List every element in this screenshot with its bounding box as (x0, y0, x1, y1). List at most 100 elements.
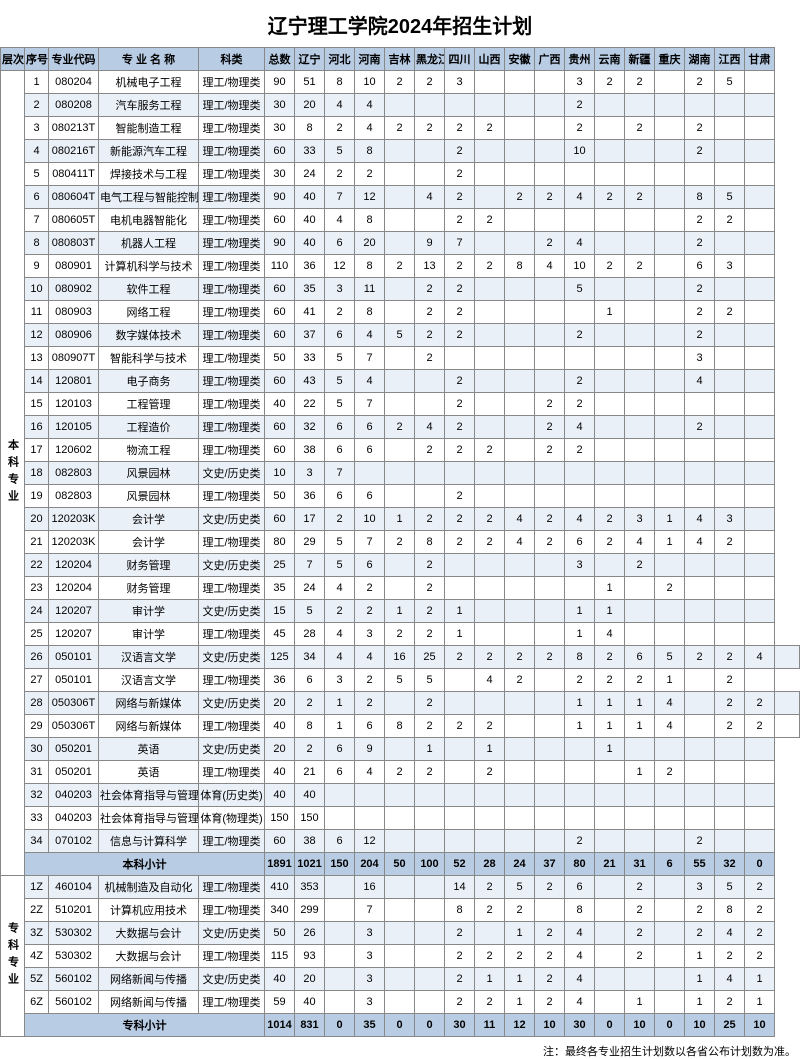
cell (535, 830, 565, 853)
cell: 2 (745, 876, 775, 899)
footnote: 注：最终各专业招生计划数以各省公布计划数为准。 (0, 1037, 800, 1059)
cell: 1 (595, 692, 625, 715)
cell: 2 (415, 600, 445, 623)
cell (325, 945, 355, 968)
cell (595, 876, 625, 899)
subtotal-cell: 1891 (265, 853, 295, 876)
cell (655, 922, 685, 945)
cell (625, 830, 655, 853)
cell: 理工/物理类 (199, 232, 265, 255)
col-header: 层次 (1, 48, 25, 71)
cell: 4 (325, 94, 355, 117)
cell: 3 (445, 71, 475, 94)
cell: 080604T (49, 186, 99, 209)
cell: 51 (295, 71, 325, 94)
cell (595, 761, 625, 784)
cell (385, 830, 415, 853)
cell (625, 209, 655, 232)
cell: 2 (535, 508, 565, 531)
cell: 41 (295, 301, 325, 324)
cell: 38 (295, 439, 325, 462)
cell: 7 (355, 393, 385, 416)
cell: 5 (325, 531, 355, 554)
cell: 2 (355, 692, 385, 715)
cell (415, 876, 445, 899)
cell (625, 600, 655, 623)
cell (385, 968, 415, 991)
cell: 1 (505, 991, 535, 1014)
cell (625, 393, 655, 416)
cell: 080906 (49, 324, 99, 347)
cell: 3 (295, 462, 325, 485)
cell: 8 (355, 140, 385, 163)
table-row: 6080604T电气工程与智能控制理工/物理类9040712422242285 (1, 186, 800, 209)
cell (685, 485, 715, 508)
cell (475, 554, 505, 577)
cell: 2 (715, 669, 745, 692)
cell: 4 (685, 508, 715, 531)
cell (745, 140, 775, 163)
cell: 理工/物理类 (199, 117, 265, 140)
cell: 2 (475, 945, 505, 968)
cell: 4 (655, 715, 685, 738)
col-header: 四川 (445, 48, 475, 71)
cell: 2 (445, 508, 475, 531)
cell (505, 393, 535, 416)
cell (685, 807, 715, 830)
cell: 2 (595, 531, 625, 554)
cell: 5 (325, 370, 355, 393)
cell: 机械制造及自动化 (99, 876, 199, 899)
cell: 2 (565, 669, 595, 692)
cell: 150 (295, 807, 325, 830)
cell: 数字媒体技术 (99, 324, 199, 347)
cell: 理工/物理类 (199, 416, 265, 439)
cell (625, 301, 655, 324)
cell: 6 (325, 232, 355, 255)
cell: 1 (445, 600, 475, 623)
cell (445, 761, 475, 784)
cell: 2 (415, 623, 445, 646)
cell: 软件工程 (99, 278, 199, 301)
cell: 080902 (49, 278, 99, 301)
table-row: 15120103工程管理理工/物理类402257222 (1, 393, 800, 416)
cell: 3 (715, 255, 745, 278)
cell: 8 (355, 209, 385, 232)
cell: 14 (25, 370, 49, 393)
cell: 40 (265, 393, 295, 416)
cell: 2 (475, 761, 505, 784)
cell: 080216T (49, 140, 99, 163)
cell: 080903 (49, 301, 99, 324)
cell (595, 140, 625, 163)
cell (415, 370, 445, 393)
cell: 2 (625, 922, 655, 945)
cell: 1Z (25, 876, 49, 899)
cell (415, 485, 445, 508)
cell: 3 (355, 623, 385, 646)
cell: 2 (445, 646, 475, 669)
cell (625, 163, 655, 186)
cell: 3 (355, 945, 385, 968)
cell: 4 (25, 140, 49, 163)
subtotal-cell: 0 (745, 853, 775, 876)
cell (475, 370, 505, 393)
cell: 30 (265, 163, 295, 186)
cell (655, 623, 685, 646)
cell: 4 (565, 232, 595, 255)
cell (385, 554, 415, 577)
cell: 5 (655, 646, 685, 669)
cell (325, 784, 355, 807)
cell: 10 (265, 462, 295, 485)
cell: 1 (385, 508, 415, 531)
cell (715, 117, 745, 140)
cell: 90 (265, 71, 295, 94)
subtotal-cell: 0 (655, 1014, 685, 1037)
cell: 2 (565, 117, 595, 140)
cell: 7 (355, 531, 385, 554)
cell (715, 393, 745, 416)
cell: 27 (25, 669, 49, 692)
cell (475, 830, 505, 853)
cell (505, 784, 535, 807)
subtotal-cell: 6 (655, 853, 685, 876)
cell: 理工/物理类 (199, 715, 265, 738)
cell: 50 (265, 922, 295, 945)
